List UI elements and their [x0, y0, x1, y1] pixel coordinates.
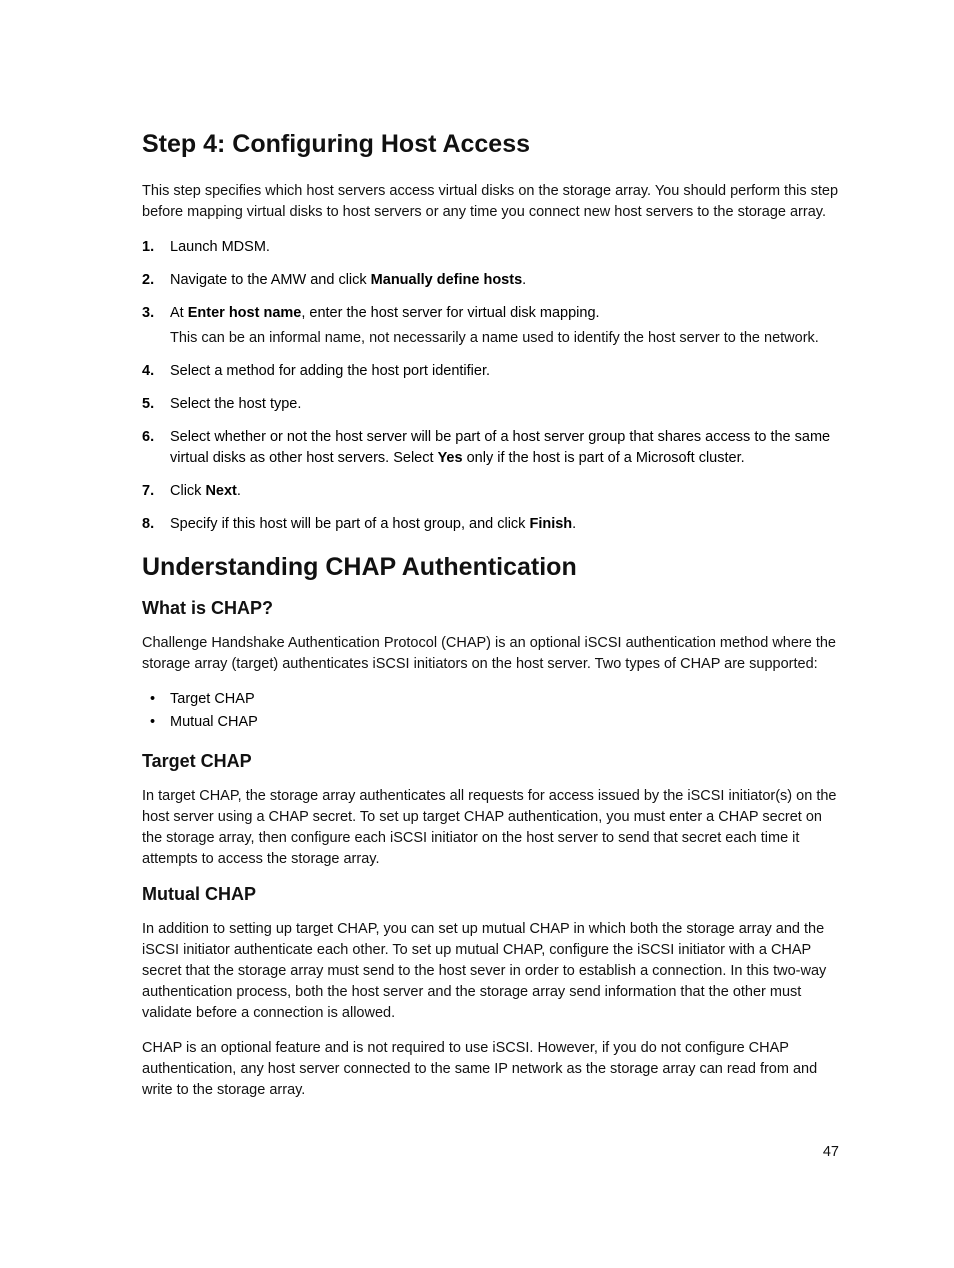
step-text: Select the host type. [170, 396, 301, 412]
document-page: Step 4: Configuring Host Access This ste… [0, 0, 954, 1268]
bold-text: Yes [438, 450, 463, 466]
section-heading-chap: Understanding CHAP Authentication [142, 553, 839, 582]
list-item: Target CHAP [142, 689, 839, 710]
step-text: Click [170, 483, 205, 499]
step-text: Specify if this host will be part of a h… [170, 516, 529, 532]
step-item: Launch MDSM. [142, 237, 839, 258]
step-item: Select the host type. [142, 394, 839, 415]
step-item: Select a method for adding the host port… [142, 361, 839, 382]
step-item: At Enter host name, enter the host serve… [142, 303, 839, 349]
step-list: Launch MDSM. Navigate to the AMW and cli… [142, 237, 839, 535]
step-text: , enter the host server for virtual disk… [301, 305, 599, 321]
step-text: Navigate to the AMW and click [170, 272, 371, 288]
body-paragraph: CHAP is an optional feature and is not r… [142, 1038, 839, 1101]
body-paragraph: In target CHAP, the storage array authen… [142, 786, 839, 870]
step-item: Select whether or not the host server wi… [142, 427, 839, 469]
step-text: Launch MDSM. [170, 239, 270, 255]
list-item: Mutual CHAP [142, 712, 839, 733]
subsection-heading: Mutual CHAP [142, 884, 839, 905]
section-heading-step4: Step 4: Configuring Host Access [142, 130, 839, 159]
subsection-heading: Target CHAP [142, 751, 839, 772]
page-number: 47 [823, 1144, 839, 1160]
step-text: . [237, 483, 241, 499]
step-text: . [572, 516, 576, 532]
step-item: Click Next. [142, 481, 839, 502]
body-paragraph: In addition to setting up target CHAP, y… [142, 919, 839, 1024]
body-paragraph: Challenge Handshake Authentication Proto… [142, 633, 839, 675]
step-item: Specify if this host will be part of a h… [142, 514, 839, 535]
step-text: Select a method for adding the host port… [170, 363, 490, 379]
step-item: Navigate to the AMW and click Manually d… [142, 270, 839, 291]
bold-text: Manually define hosts [371, 272, 522, 288]
step-text: only if the host is part of a Microsoft … [463, 450, 745, 466]
bold-text: Finish [529, 516, 572, 532]
step-sub-paragraph: This can be an informal name, not necess… [170, 328, 839, 349]
bold-text: Enter host name [188, 305, 302, 321]
subsection-heading: What is CHAP? [142, 598, 839, 619]
step-text: . [522, 272, 526, 288]
bold-text: Next [205, 483, 236, 499]
bullet-list: Target CHAP Mutual CHAP [142, 689, 839, 733]
intro-paragraph: This step specifies which host servers a… [142, 181, 839, 223]
step-text: At [170, 305, 188, 321]
